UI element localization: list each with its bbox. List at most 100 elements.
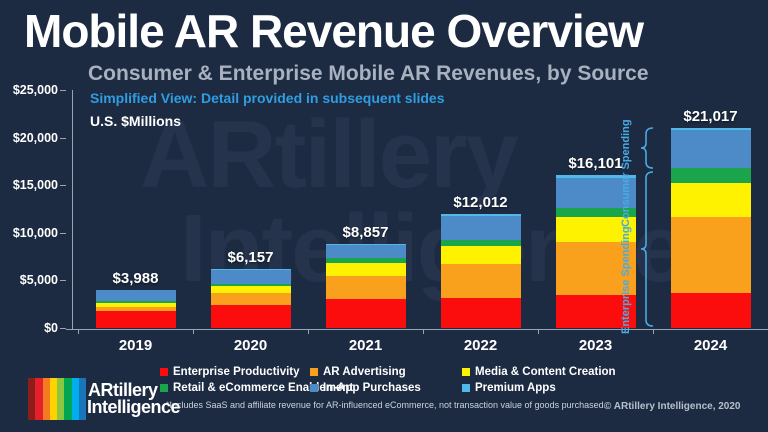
logo-stripe (78, 378, 86, 420)
stacked-bar-2024 (670, 127, 751, 328)
bar-slot-2020: $6,157 (193, 90, 308, 328)
y-tick-label: $5,000 (19, 273, 58, 288)
bar-total-label: $12,012 (453, 193, 508, 211)
page-title: Mobile AR Revenue Overview (24, 5, 644, 57)
segment-in-app-purchases (440, 215, 521, 240)
segment-retail-ecommerce-enablement (555, 207, 636, 217)
segment-in-app-purchases (555, 177, 636, 208)
legend-item-media-content-creation: Media & Content Creation (462, 366, 616, 378)
segment-ar-advertising (210, 292, 291, 306)
x-axis-label-2024: 2024 (693, 337, 728, 354)
segment-media-content-creation (555, 216, 636, 242)
segment-enterprise-productivity (555, 294, 636, 328)
segment-in-app-purchases (670, 130, 751, 169)
y-tick-label: $15,000 (12, 178, 58, 193)
x-tick-mark (423, 330, 424, 334)
legend-swatch-icon (160, 368, 168, 376)
legend-swatch-icon (310, 368, 318, 376)
segment-ar-advertising (325, 275, 406, 299)
stacked-bar-2019 (95, 290, 176, 328)
units-label: U.S. $Millions (90, 113, 182, 129)
segment-retail-ecommerce-enablement (95, 301, 176, 304)
segment-premium-apps (210, 269, 291, 271)
y-tick-mark (60, 90, 66, 91)
segment-ar-advertising (95, 307, 176, 311)
x-axis-label-2023: 2023 (578, 337, 613, 354)
x-tick-mark (653, 330, 654, 334)
legend-item-in-app-purchases: In-App Purchases (310, 382, 462, 394)
segment-premium-apps (440, 213, 521, 216)
legend-label: Retail & eCommerce Enablement (173, 382, 354, 394)
legend-item-premium-apps: Premium Apps (462, 382, 616, 394)
segment-enterprise-productivity (440, 297, 521, 328)
x-axis-label-2022: 2022 (463, 337, 498, 354)
segment-in-app-purchases (95, 290, 176, 302)
x-tick-mark (78, 330, 79, 334)
segment-premium-apps (555, 174, 636, 178)
legend-label: Media & Content Creation (475, 366, 616, 378)
y-axis-line (72, 90, 73, 329)
logo-stripe (35, 378, 43, 420)
bar-total-label: $21,017 (683, 107, 738, 125)
legend-item-enterprise-productivity: Enterprise Productivity (160, 366, 310, 378)
y-tick-label: $10,000 (12, 225, 58, 240)
bar-slot-2023: $16,101 (538, 90, 653, 328)
copyright: © ARtillery Intelligence, 2020 (604, 401, 741, 412)
logo-stripe (49, 378, 57, 420)
x-axis-label-2019: 2019 (118, 337, 153, 354)
legend-label: In-App Purchases (323, 382, 421, 394)
consumer-spending-label: Consumer Spending (620, 119, 632, 227)
logo-text: ARtillery Intelligence (87, 382, 181, 417)
stacked-bar-2023 (555, 174, 636, 328)
legend-item-retail-ecommerce-enablement: Retail & eCommerce Enablement (160, 382, 353, 394)
enterprise-spending-label: Enterprise Spending (620, 226, 632, 334)
segment-retail-ecommerce-enablement (670, 168, 751, 184)
logo-rainbow-stripes-icon (28, 378, 86, 420)
stacked-bar-2022 (440, 213, 521, 328)
bar-total-label: $6,157 (227, 249, 274, 267)
logo-stripe (28, 378, 36, 420)
bar-total-label: $3,988 (112, 270, 159, 288)
x-tick-mark (193, 330, 194, 334)
legend-swatch-icon (310, 384, 318, 392)
x-axis-label-2020: 2020 (233, 337, 268, 354)
segment-in-app-purchases (210, 270, 291, 284)
segment-retail-ecommerce-enablement (210, 284, 291, 286)
legend-swatch-icon (462, 384, 470, 392)
segment-in-app-purchases (325, 244, 406, 259)
segment-enterprise-productivity (210, 305, 291, 328)
x-axis-label-2021: 2021 (348, 337, 383, 354)
legend-label: Enterprise Productivity (173, 366, 300, 378)
y-tick-label: $0 (44, 321, 58, 335)
y-tick-label: $20,000 (12, 130, 58, 145)
segment-enterprise-productivity (325, 298, 406, 328)
logo-stripe (42, 378, 50, 420)
stacked-bar-2020 (210, 269, 291, 328)
legend-label: Premium Apps (475, 382, 556, 394)
chart-subtitle: Consumer & Enterprise Mobile AR Revenues… (88, 62, 649, 85)
segment-premium-apps (325, 243, 406, 245)
bar-slot-2019: $3,988 (78, 90, 193, 328)
x-axis-labels: 2019 2020 2021 2022 2023 2024 (78, 337, 768, 354)
segment-enterprise-productivity (95, 310, 176, 328)
segment-media-content-creation (95, 303, 176, 308)
segment-ar-advertising (440, 264, 521, 298)
x-tick-mark (538, 330, 539, 334)
logo-stripe (71, 378, 79, 420)
y-tick-mark (60, 280, 66, 282)
legend-item-ar-advertising: AR Advertising (310, 366, 462, 378)
y-tick-label: $25,000 (12, 83, 58, 97)
logo-text-line2: Intelligence (87, 397, 181, 417)
segment-ar-advertising (555, 241, 636, 295)
segment-media-content-creation (210, 285, 291, 293)
segment-retail-ecommerce-enablement (440, 239, 521, 246)
consumer-spending-brace (640, 127, 654, 169)
y-tick-mark (60, 328, 66, 329)
y-tick-mark (60, 137, 66, 139)
legend-label: AR Advertising (323, 366, 406, 378)
bar-slot-2021: $8,857 (308, 90, 423, 328)
bar-slot-2022: $12,012 (423, 90, 538, 328)
footnote: *Includes SaaS and affiliate revenue for… (166, 400, 607, 410)
y-axis: $25,000 $20,000 $15,000 $10,000 $5,000 $0 (0, 83, 72, 335)
bar-total-label: $8,857 (342, 223, 389, 241)
